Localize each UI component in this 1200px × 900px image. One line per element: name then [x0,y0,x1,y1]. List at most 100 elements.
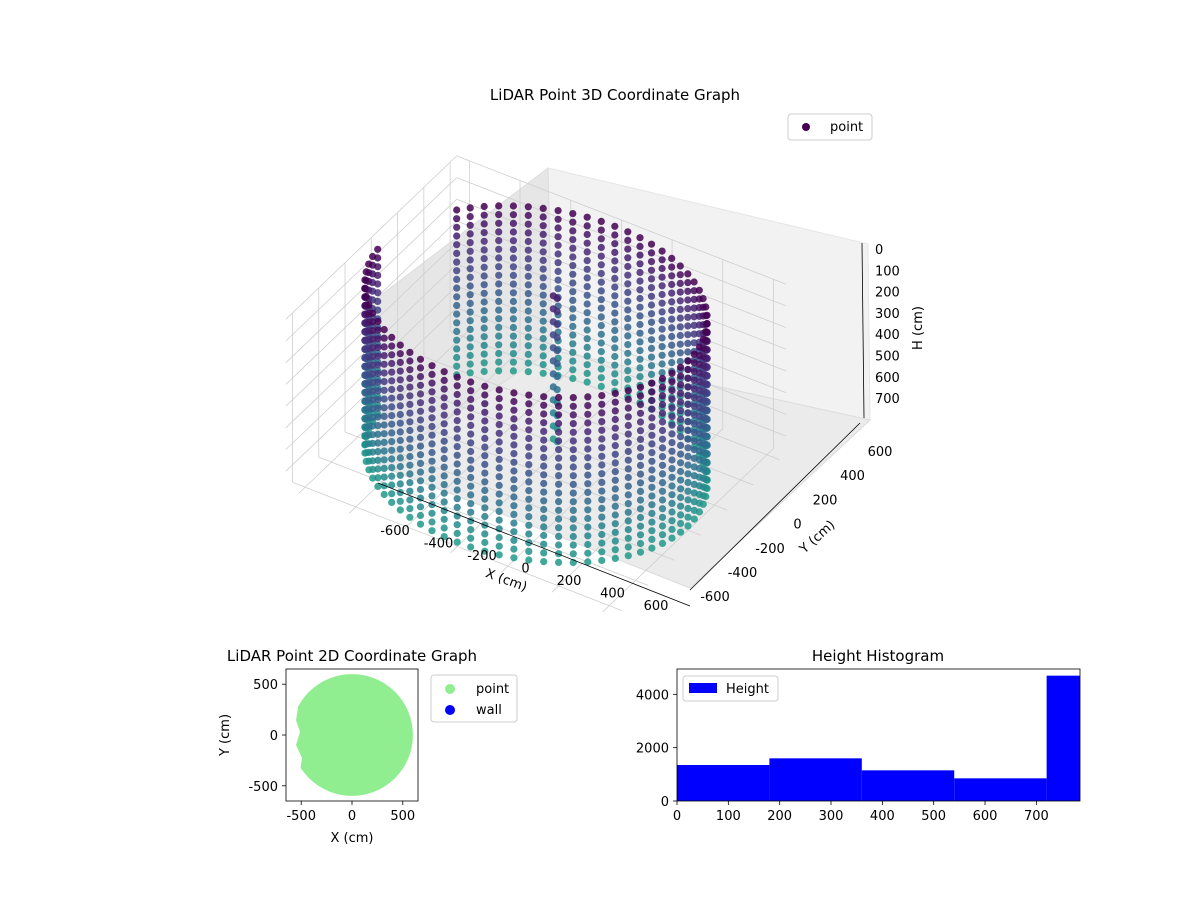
data-point-3d [525,461,533,469]
data-point-3d [416,459,425,467]
data-point-3d [584,454,592,462]
data-point-3d [583,265,591,273]
data-point-3d [636,364,644,372]
data-point-3d [453,241,461,249]
data-point-3d [453,267,461,275]
data-point-3d [684,504,692,513]
y-tick-label-3d: -600 [700,590,730,605]
data-point-3d [495,447,503,455]
data-point-3d [540,471,548,479]
data-point-3d [584,506,592,514]
data-point-3d [525,452,533,460]
data-point-3d [648,535,656,544]
data-point-3d [495,306,503,314]
data-point-3d [416,373,425,381]
data-point-3d [388,455,396,463]
data-point-3d [495,219,503,227]
data-point-3d [611,459,619,467]
data-point-3d [524,255,532,263]
floor-grid-line [292,481,623,611]
data-point-3d [374,474,382,482]
data-point-3d [428,483,436,491]
data-point-3d [539,326,547,334]
data-point-3d [388,351,396,359]
data-point-3d [569,210,577,218]
data-point-3d [668,254,676,262]
data-point-3d [369,379,377,387]
data-point-3d [690,454,698,462]
data-point-3d [369,309,377,317]
data-point-3d [569,480,577,488]
data-point-3d [416,485,425,494]
data-point-3d [481,530,489,538]
legend-histogram-swatch [689,683,717,693]
data-point-3d [636,522,645,530]
data-point-3d [648,440,656,448]
data-point-3d [658,334,666,342]
data-point-3d [555,541,563,549]
data-point-3d [668,456,676,464]
data-point-3d [510,536,518,545]
data-point-3d [624,236,632,244]
data-point-3d [636,268,644,277]
data-point-3d [668,395,676,403]
x-tick-label-histogram: 500 [921,809,946,824]
data-point-3d [495,341,503,349]
data-point-3d [539,274,547,282]
data-point-3d [495,481,503,489]
data-point-3d [624,262,632,271]
data-point-3d [647,258,656,266]
data-point-3d [388,403,396,411]
data-point-3d [495,533,503,542]
z-tick-label-3d: 300 [875,307,900,322]
data-point-3d [584,428,592,436]
data-point-3d [690,350,698,358]
data-point-3d [611,476,619,484]
data-point-3d [406,487,414,495]
data-point-3d [647,344,656,352]
data-point-3d [388,385,396,394]
data-point-3d [495,211,503,219]
data-point-3d [440,394,448,402]
data-point-3d [428,527,436,535]
data-point-3d [611,361,619,369]
floor-grid-line [371,406,701,536]
data-point-3d [569,550,577,558]
data-point-3d [453,390,461,399]
x-axis-label-2d: X (cm) [331,831,374,846]
data-point-3d [374,378,382,386]
data-point-3d [480,298,488,306]
data-point-3d [396,402,404,410]
data-point-3d [658,273,666,281]
data-point-3d [636,277,644,285]
data-point-3d [509,315,517,323]
data-point-3d [406,444,414,452]
data-point-3d [636,444,645,452]
data-point-3d [677,528,685,536]
z-tick-label-3d: 500 [875,350,900,365]
data-point-3d [583,326,591,334]
data-point-3d [611,352,619,361]
data-point-3d [428,475,436,483]
data-point-3d [388,359,396,368]
data-point-3d [611,266,619,274]
data-point-3d [539,282,547,291]
data-point-3d [636,320,644,329]
data-point-3d [495,332,503,340]
data-point-3d [611,415,619,424]
data-point-3d [369,252,377,261]
data-point-3d [636,470,645,478]
data-point-3d [467,534,475,542]
data-point-3d [658,426,667,435]
data-point-3d [406,374,414,382]
data-point-3d [598,435,606,443]
data-point-3d [676,331,684,340]
legend-histogram-box [682,675,779,702]
data-point-3d [509,323,517,332]
data-point-3d [658,247,666,255]
data-point-3d [583,213,591,221]
data-point-3d [677,381,685,389]
data-point-3d [406,400,414,408]
data-point-3d [539,308,547,317]
data-point-3d [668,508,676,516]
